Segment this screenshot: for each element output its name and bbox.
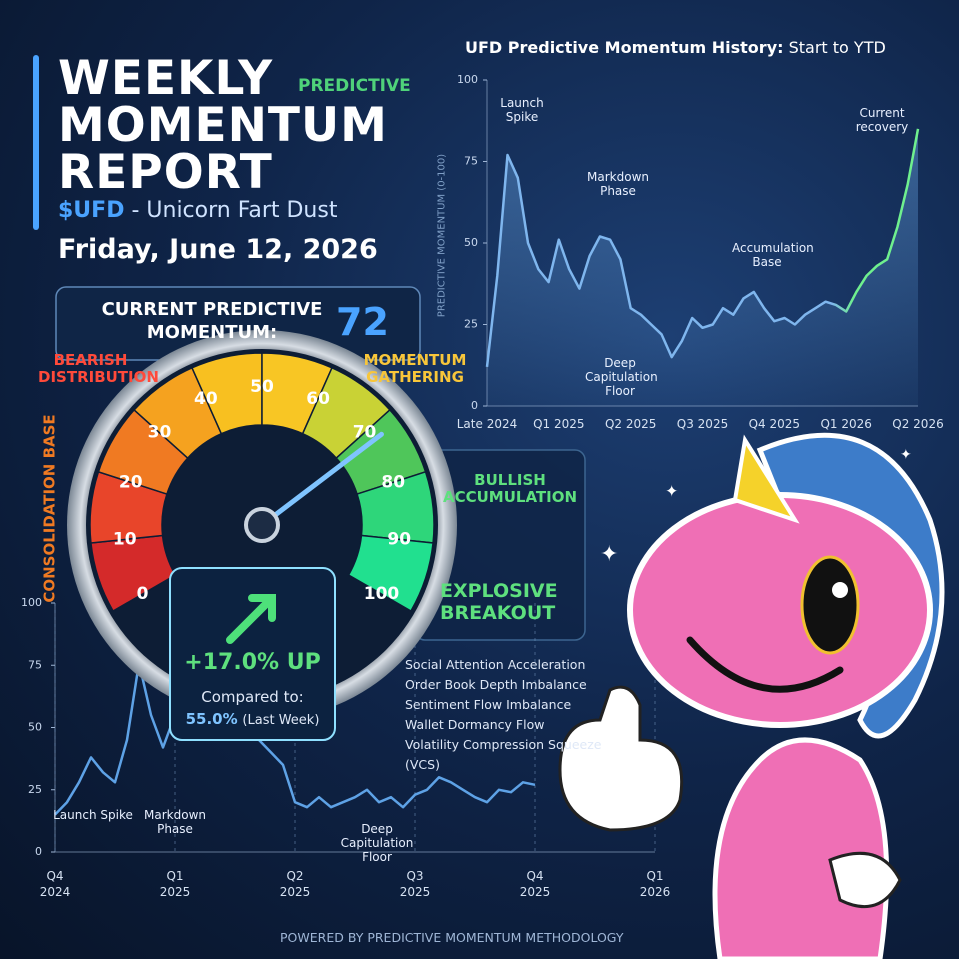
svg-text:✦: ✦ [600,542,618,567]
y-axis-label: PREDICTIVE MOMENTUM (0-100) [436,153,448,318]
title-tag: PREDICTIVE [298,76,411,96]
previous: 55.0% (Last Week) [170,710,335,728]
annotation: Current recovery [855,106,909,134]
change-box [169,567,336,741]
feature-item: Wallet Dormancy Flow [405,717,545,732]
annotation: Deep Capitulation Floor [585,356,658,398]
zone-label: BULLISH ACCUMULATION [442,471,578,506]
gauge-tick-label: 10 [113,529,137,549]
gauge-tick-label: 30 [148,423,172,443]
compared-label: Compared to: [201,688,304,706]
x-tick-label: Q2 2026 [892,417,944,431]
x-tick-label: Q2 2025 [604,417,657,431]
ticker: $UFD [58,198,125,223]
line [485,128,920,368]
zone-label: CONSOLIDATION BASE [40,414,59,603]
gauge-needle [259,431,384,528]
previous-value: 55.0% [185,710,238,728]
zone-label: BEARISH DISTRIBUTION [38,351,159,386]
y-tick-label: 0 [35,845,42,858]
feature-list: Social Attention Acceleration Order Book … [395,655,605,775]
gauge-tick-label: 100 [364,584,400,604]
gauge-tick-label: 90 [387,529,411,549]
gauge-value: 72 [336,300,389,344]
y-tick-label: 100 [457,73,478,86]
x-tick-label: Q3 2025 [676,417,729,431]
title-sub: Start to YTD [788,38,886,57]
x-tick-label: Q1 2026 [639,869,671,899]
feature-item: Order Book Depth Imbalance [405,677,587,692]
feature-item: Sentiment Flow Imbalance [405,697,572,712]
top-chart-title: UFD Predictive Momentum History: Start t… [465,38,886,57]
gauge-tick-label: 20 [119,472,143,492]
y-tick-label: 50 [28,721,42,734]
report-date: Friday, June 12, 2026 [58,234,378,265]
gauge-hub [244,507,280,543]
x-tick-label: Q2 2025 [279,869,311,899]
gauge-tick-label: 40 [194,389,218,409]
line [54,661,536,816]
y-tick-label: 75 [464,155,478,168]
gauge-tick-label: 80 [381,472,405,492]
x-tick-label: Q3 2025 [399,869,431,899]
annotation: Markdown Phase [144,808,206,836]
token-name: - Unicorn Fart Dust [131,198,338,223]
x-tick-label: Q1 2025 [159,869,191,899]
title-line: MOMENTUM [58,98,388,153]
y-tick-label: 25 [28,783,42,796]
y-tick-label: 0 [471,399,478,412]
change-label: +17.0% UP [184,650,321,675]
title-main: UFD Predictive Momentum History: [465,38,784,57]
zone-label: MOMENTUM GATHERING [363,351,467,386]
x-tick-label: Q4 2025 [748,417,801,431]
up-arrow [226,594,276,644]
x-tick-label: Late 2024 [456,417,518,431]
x-tick-label: Q1 2026 [820,417,872,431]
gauge-segment [347,534,434,613]
top-chart: 0 25 50 75 100 [457,73,920,412]
annotation: Launch Spike [53,808,133,822]
x-tick-label: Q4 2025 [519,869,551,899]
title-line: WEEKLY [58,51,274,106]
annotation: Deep Capitulation Floor [340,822,414,864]
area [487,128,918,406]
unicorn: ✦ ✦ ✦ [558,432,945,959]
bottom-chart: 0 25 50 75 100 [21,596,656,858]
feature-item: Social Attention Acceleration [405,657,586,672]
y-tick-label: 50 [464,236,478,249]
y-tick-label: 100 [21,596,42,609]
gauge-tick-label: 50 [250,377,274,397]
gauge-tick-label: 70 [353,423,377,443]
annotation: Markdown Phase [587,170,649,198]
feature-item: Volatility Compression Squeeze (VCS) [405,737,602,772]
annotation: Launch Spike [500,96,544,124]
svg-text:✦: ✦ [900,447,912,463]
annotation: Accumulation Base [732,241,814,269]
subtitle: $UFD - Unicorn Fart Dust [58,198,337,223]
svg-text:✦: ✦ [665,482,678,501]
x-tick-label: Q1 2025 [533,417,585,431]
gauge-tick-label: 0 [137,584,149,604]
title-line: REPORT [58,145,273,200]
footer: POWERED BY PREDICTIVE MOMENTUM METHODOLO… [280,930,624,945]
x-tick-label: Q4 2024 [39,869,71,899]
y-tick-label: 75 [28,658,42,671]
previous-note: (Last Week) [242,713,320,728]
gauge-tick-label: 60 [306,389,330,409]
accent-bar [33,55,39,230]
zone-label: EXPLOSIVE BREAKOUT [440,580,558,624]
y-tick-label: 25 [464,318,478,331]
gauge-title: CURRENT PREDICTIVE MOMENTUM: [101,299,323,343]
